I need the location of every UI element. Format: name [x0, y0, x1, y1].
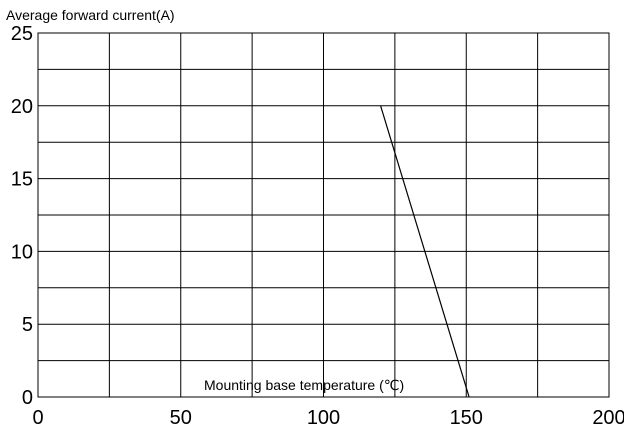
- y-tick-label: 10: [11, 241, 33, 263]
- y-tick-labels: 0 5 10 15 20 25: [11, 23, 33, 409]
- x-axis-title: Mounting base temperature (℃): [204, 377, 404, 393]
- x-tick-label: 0: [32, 407, 43, 429]
- x-tick-labels: 0 50 100 150 200: [32, 407, 624, 429]
- y-tick-label: 5: [22, 314, 33, 336]
- y-tick-label: 0: [22, 387, 33, 409]
- x-tick-label: 200: [592, 407, 624, 429]
- y-axis-title: Average forward current(A): [6, 7, 175, 23]
- series-line: [380, 105, 470, 398]
- plot-area: [37, 32, 610, 398]
- x-tick-label: 50: [170, 407, 192, 429]
- series-layer: [380, 105, 470, 398]
- x-tick-label: 150: [450, 407, 483, 429]
- y-tick-label: 15: [11, 169, 33, 191]
- y-tick-label: 25: [11, 23, 33, 45]
- x-tick-label: 100: [307, 407, 340, 429]
- grid-lines: [38, 33, 609, 397]
- y-tick-label: 20: [11, 96, 33, 118]
